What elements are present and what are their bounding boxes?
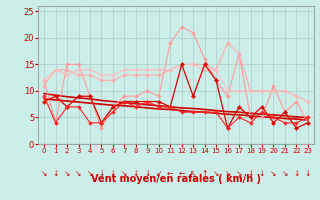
Text: ↘: ↘ xyxy=(87,169,93,178)
Text: ↓: ↓ xyxy=(247,169,254,178)
Text: ↓: ↓ xyxy=(144,169,150,178)
Text: ↘: ↘ xyxy=(270,169,277,178)
Text: ←: ← xyxy=(167,169,173,178)
Text: ↓: ↓ xyxy=(110,169,116,178)
Text: ↑: ↑ xyxy=(202,169,208,178)
Text: ↘: ↘ xyxy=(282,169,288,178)
Text: ↘: ↘ xyxy=(121,169,128,178)
X-axis label: Vent moyen/en rafales ( km/h ): Vent moyen/en rafales ( km/h ) xyxy=(91,174,261,184)
Text: ↓: ↓ xyxy=(305,169,311,178)
Text: ↘: ↘ xyxy=(75,169,82,178)
Text: ↙: ↙ xyxy=(156,169,162,178)
Text: ↓: ↓ xyxy=(133,169,139,178)
Text: ↓: ↓ xyxy=(52,169,59,178)
Text: ←: ← xyxy=(179,169,185,178)
Text: ↖: ↖ xyxy=(190,169,196,178)
Text: ↓: ↓ xyxy=(98,169,105,178)
Text: ↘: ↘ xyxy=(224,169,231,178)
Text: ↓: ↓ xyxy=(259,169,265,178)
Text: ↘: ↘ xyxy=(64,169,70,178)
Text: ↓: ↓ xyxy=(293,169,300,178)
Text: ↘: ↘ xyxy=(213,169,219,178)
Text: ↘: ↘ xyxy=(236,169,242,178)
Text: ↘: ↘ xyxy=(41,169,47,178)
